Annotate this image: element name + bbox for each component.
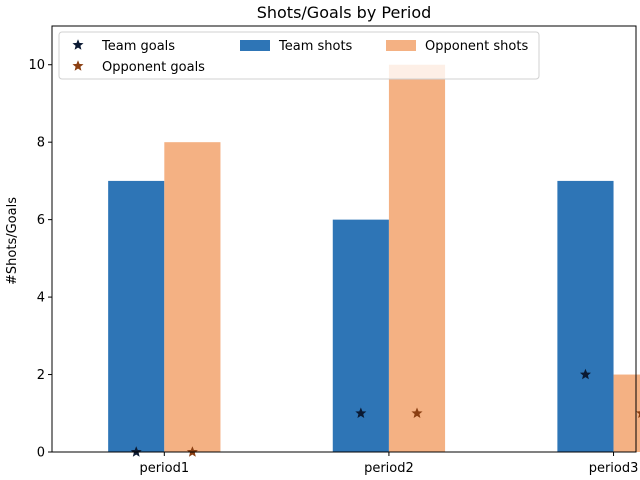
marker-team-goals-period2 bbox=[355, 407, 367, 418]
bar-team-shots-period2 bbox=[332, 219, 389, 452]
legend: Team goals Opponent goals Team shots Oppone… bbox=[58, 31, 540, 80]
bar-opponent-shots-period2 bbox=[388, 64, 446, 453]
marker-opponent-goals-period2 bbox=[411, 407, 423, 418]
legend-swatch-opponent-shots bbox=[386, 40, 416, 51]
y-tick-label: 8 bbox=[37, 136, 45, 151]
legend-swatch-team-shots bbox=[240, 40, 270, 51]
bar-team-shots-period1 bbox=[108, 180, 165, 452]
legend-marker-opponent-goals bbox=[72, 60, 84, 71]
y-tick-label: 0 bbox=[37, 446, 45, 461]
y-tick-label: 6 bbox=[37, 213, 45, 228]
x-tick-label: period2 bbox=[364, 461, 414, 476]
bar-opponent-shots-period1 bbox=[164, 142, 221, 452]
legend-frame bbox=[58, 31, 540, 80]
legend-label-team-goals: Team goals bbox=[101, 39, 175, 54]
chart-title: Shots/Goals by Period bbox=[257, 3, 432, 22]
y-tick-label: 4 bbox=[37, 291, 45, 306]
bar-team-shots-period3 bbox=[557, 180, 614, 452]
x-tick-label: period1 bbox=[139, 461, 189, 476]
legend-label-opponent-shots: Opponent shots bbox=[425, 39, 528, 54]
x-tick-label: period3 bbox=[589, 461, 639, 476]
y-tick-label: 10 bbox=[28, 58, 45, 73]
legend-label-team-shots: Team shots bbox=[278, 39, 353, 54]
marker-opponent-goals-period3 bbox=[636, 411, 640, 418]
y-axis-label: #Shots/Goals bbox=[5, 197, 20, 285]
legend-label-opponent-goals: Opponent goals bbox=[102, 60, 205, 75]
legend-marker-team-goals bbox=[72, 39, 84, 50]
y-tick-label: 2 bbox=[37, 368, 45, 383]
plot-area: 0 2 4 6 8 10 period1 period2 period3 bbox=[28, 25, 640, 476]
plot-frame bbox=[51, 25, 637, 453]
marker-team-goals-period3 bbox=[579, 368, 591, 380]
